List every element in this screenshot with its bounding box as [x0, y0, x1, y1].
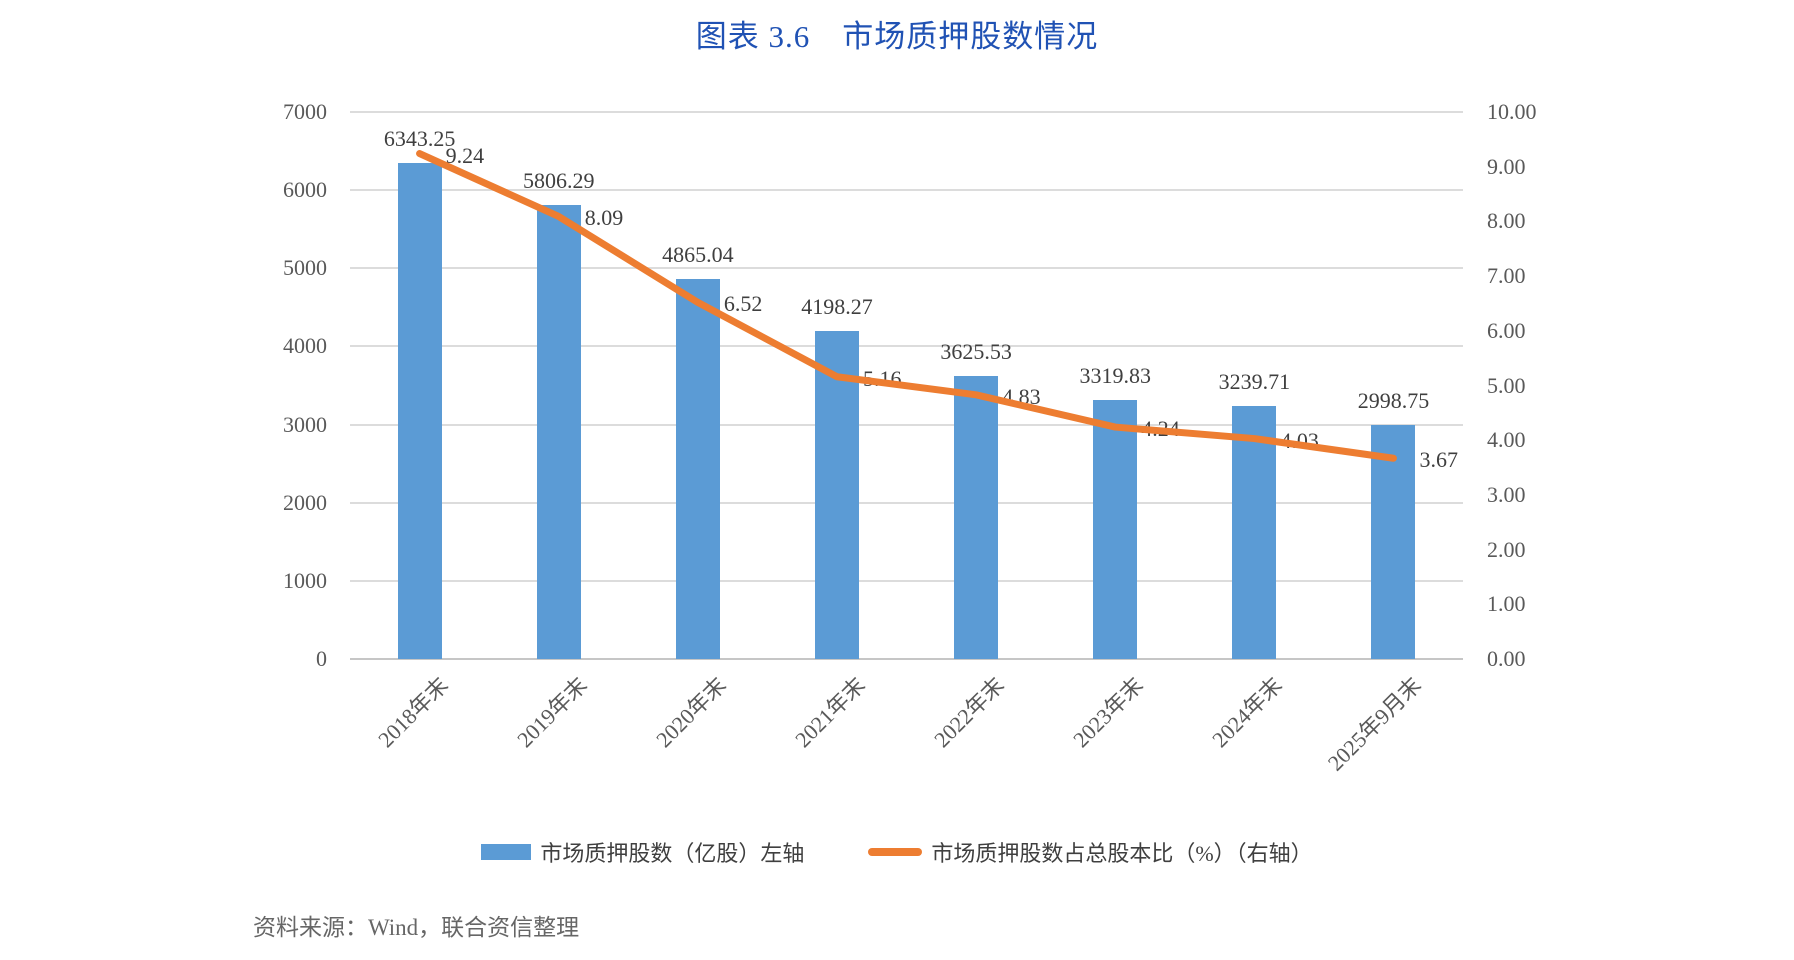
- right-axis-tick-label: 2.00: [1487, 536, 1526, 562]
- right-axis-tick-label: 0.00: [1487, 646, 1526, 671]
- gridline: [350, 189, 1463, 192]
- gridline: [350, 501, 1463, 504]
- right-axis-tick-label: 3.00: [1487, 481, 1526, 507]
- left-axis-tick-label: 6000: [283, 177, 327, 203]
- bar-series-swatch-icon: [481, 844, 532, 860]
- bar-2021年末: [814, 330, 859, 659]
- x-axis-tick-label: 2023年末: [1068, 672, 1149, 753]
- legend-label-bar-series: 市场质押股数（亿股）左轴: [540, 841, 805, 866]
- left-axis-tick-label: 4000: [283, 333, 327, 359]
- bar-2018年末: [397, 163, 442, 659]
- left-axis-tick-label: 0: [316, 646, 327, 671]
- left-axis-tick-label: 2000: [283, 489, 327, 515]
- gridline: [350, 345, 1463, 348]
- line-data-label: 4.03: [1280, 427, 1319, 453]
- right-axis-tick-label: 5.00: [1487, 372, 1526, 398]
- left-axis-tick-label: 7000: [283, 99, 327, 124]
- bar-data-label: 3319.83: [1079, 362, 1151, 388]
- bar-data-label: 5806.29: [522, 168, 595, 194]
- gridline: [350, 111, 1463, 113]
- right-axis-tick-label: 10.00: [1487, 99, 1537, 124]
- bar-2020年末: [675, 278, 720, 659]
- left-axis-tick-label: 3000: [283, 411, 327, 437]
- chart-title: 图表 3.6 市场质押股数情况: [695, 19, 1099, 54]
- bar-data-label: 4198.27: [801, 293, 873, 319]
- x-axis-line: [350, 658, 1463, 660]
- bar-2019年末: [536, 205, 581, 659]
- line-data-label: 6.52: [723, 291, 763, 317]
- line-data-label: 9.24: [445, 142, 485, 168]
- line-data-label: 3.67: [1419, 447, 1458, 473]
- bar-2025年9月末: [1371, 424, 1416, 659]
- x-axis-tick-label: 2021年末: [789, 672, 870, 753]
- legend-label-line-series: 市场质押股数占总股本比（%）（右轴）: [931, 841, 1313, 866]
- right-axis-tick-label: 8.00: [1487, 208, 1526, 234]
- line-data-label: 4.24: [1141, 416, 1180, 442]
- line-data-label: 4.83: [1002, 383, 1041, 409]
- bar-data-label: 2998.75: [1357, 387, 1430, 413]
- right-axis-tick-label: 7.00: [1487, 263, 1526, 289]
- bar-data-label: 4865.04: [662, 241, 734, 267]
- right-axis-tick-label: 4.00: [1487, 427, 1526, 453]
- right-axis-tick-label: 9.00: [1487, 153, 1526, 179]
- bar-2022年末: [954, 375, 999, 659]
- left-axis-tick-label: 5000: [283, 255, 327, 281]
- line-series-swatch-icon: [868, 848, 923, 856]
- legend-item-bar-series: 市场质押股数（亿股）左轴: [481, 836, 804, 868]
- line-data-label: 5.16: [862, 365, 902, 391]
- x-axis-tick-label: 2025年9月末: [1323, 672, 1427, 776]
- x-axis-tick-label: 2019年末: [511, 672, 592, 753]
- gridline: [350, 579, 1463, 582]
- x-axis-tick-label: 2022年末: [929, 672, 1010, 753]
- legend: 市场质押股数（亿股）左轴 市场质押股数占总股本比（%）（右轴）: [0, 836, 1794, 868]
- bar-2023年末: [1093, 399, 1138, 659]
- x-axis-tick-label: 2024年末: [1207, 672, 1288, 753]
- left-axis-tick-label: 1000: [283, 567, 327, 593]
- gridline: [350, 423, 1463, 426]
- bar-2024年末: [1232, 405, 1277, 659]
- bar-data-label: 6343.25: [383, 126, 456, 152]
- bar-data-label: 3239.71: [1218, 368, 1291, 394]
- x-axis-tick-label: 2018年末: [372, 672, 453, 753]
- x-axis-tick-label: 2020年末: [650, 672, 731, 753]
- line-data-label: 8.09: [584, 205, 624, 231]
- source-note: 资料来源：Wind，联合资信整理: [253, 915, 580, 940]
- legend-item-line-series: 市场质押股数占总股本比（%）（右轴）: [868, 836, 1313, 868]
- right-axis-tick-label: 1.00: [1487, 591, 1526, 617]
- gridline: [350, 267, 1463, 270]
- right-axis-tick-label: 6.00: [1487, 317, 1526, 343]
- bar-data-label: 3625.53: [940, 338, 1012, 364]
